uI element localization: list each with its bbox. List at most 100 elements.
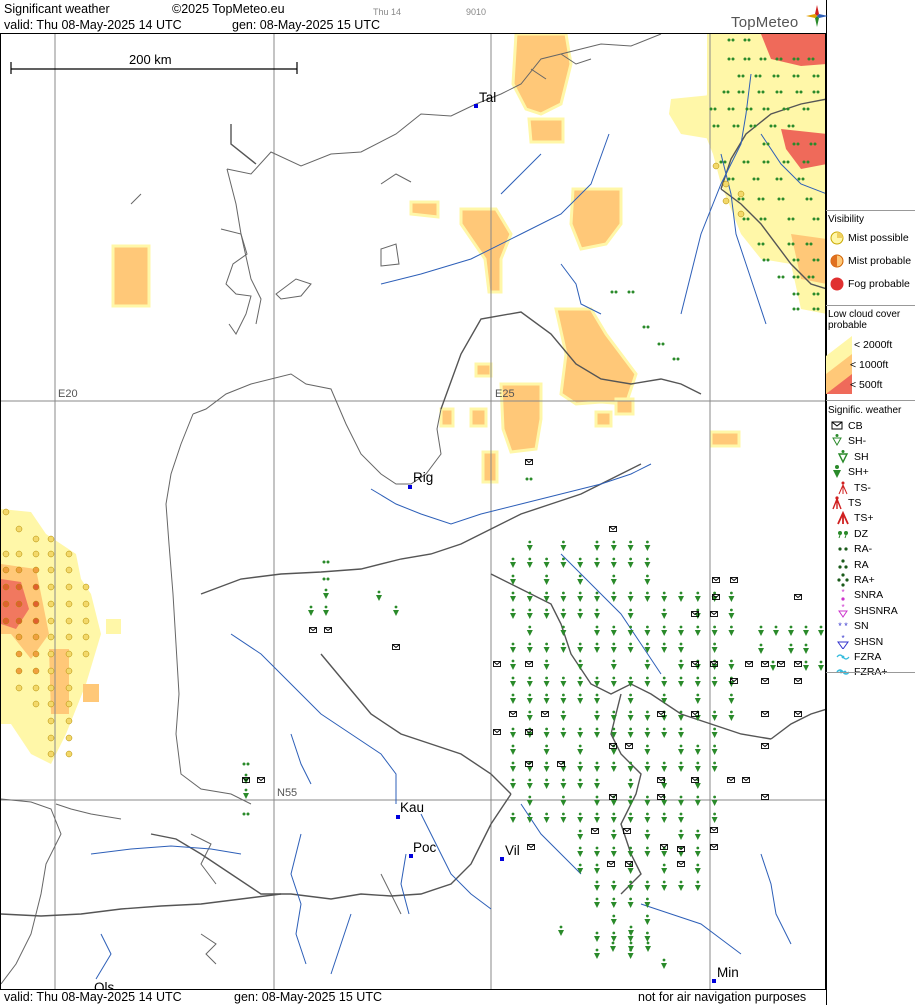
shower-mark [694,846,701,857]
mist-mark [65,717,73,725]
fog-probable-icon [830,277,844,291]
drizzle-mark [805,197,813,201]
cb-symbols [242,459,802,867]
shower-mark [644,897,651,908]
shower-mark [678,880,684,891]
shower-mark [510,744,516,755]
shower-mark [543,812,550,823]
mist-mark [82,583,90,591]
shower-mark [560,676,567,687]
cb-mark [525,729,533,735]
drizzle-mark [757,242,765,246]
shower-mark [711,812,718,823]
shower-mark [526,591,533,602]
mist-mark [32,550,40,558]
shower-mark [770,660,776,671]
drizzle-mark [737,197,745,201]
drizzle-mark [807,275,815,279]
mist-symbols [2,162,745,758]
shower-mark [610,557,617,568]
low-cloud-wedge-icon [826,336,852,394]
shower-mark [543,591,550,602]
shower-mark [577,557,584,568]
shower-mark [526,778,533,789]
sh-icon [837,449,849,464]
shower-mark [543,744,550,755]
city-label-tal: Tal [479,90,497,105]
city-label-rig: Rig [413,470,434,485]
drizzle-mark [672,357,680,361]
mist-mark [15,667,23,675]
drizzle-symbols [242,38,820,816]
shower-mark [627,676,634,687]
mist-mark [15,650,23,658]
shower-mark [577,608,584,619]
shower-mark [376,590,382,601]
mist-mark [32,535,40,543]
drizzle-mark [787,217,795,221]
drizzle-mark [242,812,250,816]
generated-time: gen: 08-May-2025 15 UTC [232,18,380,32]
shower-mark [711,642,718,653]
shower-mark [803,660,809,671]
legend-signif-row: * * SN [834,619,868,633]
cb-mark [730,678,738,684]
shower-mark [323,588,329,599]
weather-map[interactable]: 200 km E20 E25 N55 Tal Rig Kau Poc Vil M… [0,33,826,990]
city-marker-kau [396,815,400,819]
drizzle-mark [732,124,740,128]
shower-mark [645,941,651,952]
cb-mark [392,644,400,650]
shower-mark [610,642,617,653]
cb-mark [710,844,718,850]
cb-mark [677,846,685,852]
cb-mark [777,661,785,667]
shower-mark [661,693,668,704]
ts-heavy-icon [837,511,849,525]
legend-panel [806,0,916,1005]
shower-mark [711,625,718,636]
shower-mark [678,659,684,670]
map-canvas [1,34,825,989]
drizzle-mark [792,57,800,61]
shower-mark [526,540,533,551]
shower-mark [594,642,600,653]
shower-mark [711,744,718,755]
shower-mark [678,761,684,772]
shower-mark [560,642,567,653]
city-label-kau: Kau [400,800,425,815]
legend-signif-label: SHSN [854,635,884,648]
shower-mark [661,608,668,619]
drizzle-mark [743,38,751,42]
shower-mark [610,727,617,738]
legend-signif-row: SH- [828,434,866,448]
shower-mark [627,778,634,789]
shower-mark [661,880,668,891]
legend-low-cloud-title-1: Low cloud cover [828,309,901,320]
shower-mark [644,574,651,585]
shower-mark [594,676,600,687]
shower-mark [594,897,600,908]
shower-mark [594,880,600,891]
cb-mark [541,711,549,717]
legend-signif-label: SH [854,450,869,463]
shower-mark [694,829,701,840]
shower-mark [661,863,668,874]
shower-mark [678,727,684,738]
shower-mark [577,574,584,585]
mist-mark [2,566,10,574]
svg-text:*: * [841,635,844,643]
city-marker-min [712,979,716,983]
cb-mark [761,711,769,717]
brand-name: TopMeteo [731,14,799,31]
shower-mark [678,744,684,755]
mist-mark [2,583,10,591]
shower-mark [610,574,617,585]
shower-mark [526,693,533,704]
cb-mark [712,594,720,600]
shower-mark [711,727,718,738]
shower-mark [594,931,600,942]
shower-mark [661,761,668,772]
shower-mark [627,608,634,619]
drizzle-mark [709,107,717,111]
